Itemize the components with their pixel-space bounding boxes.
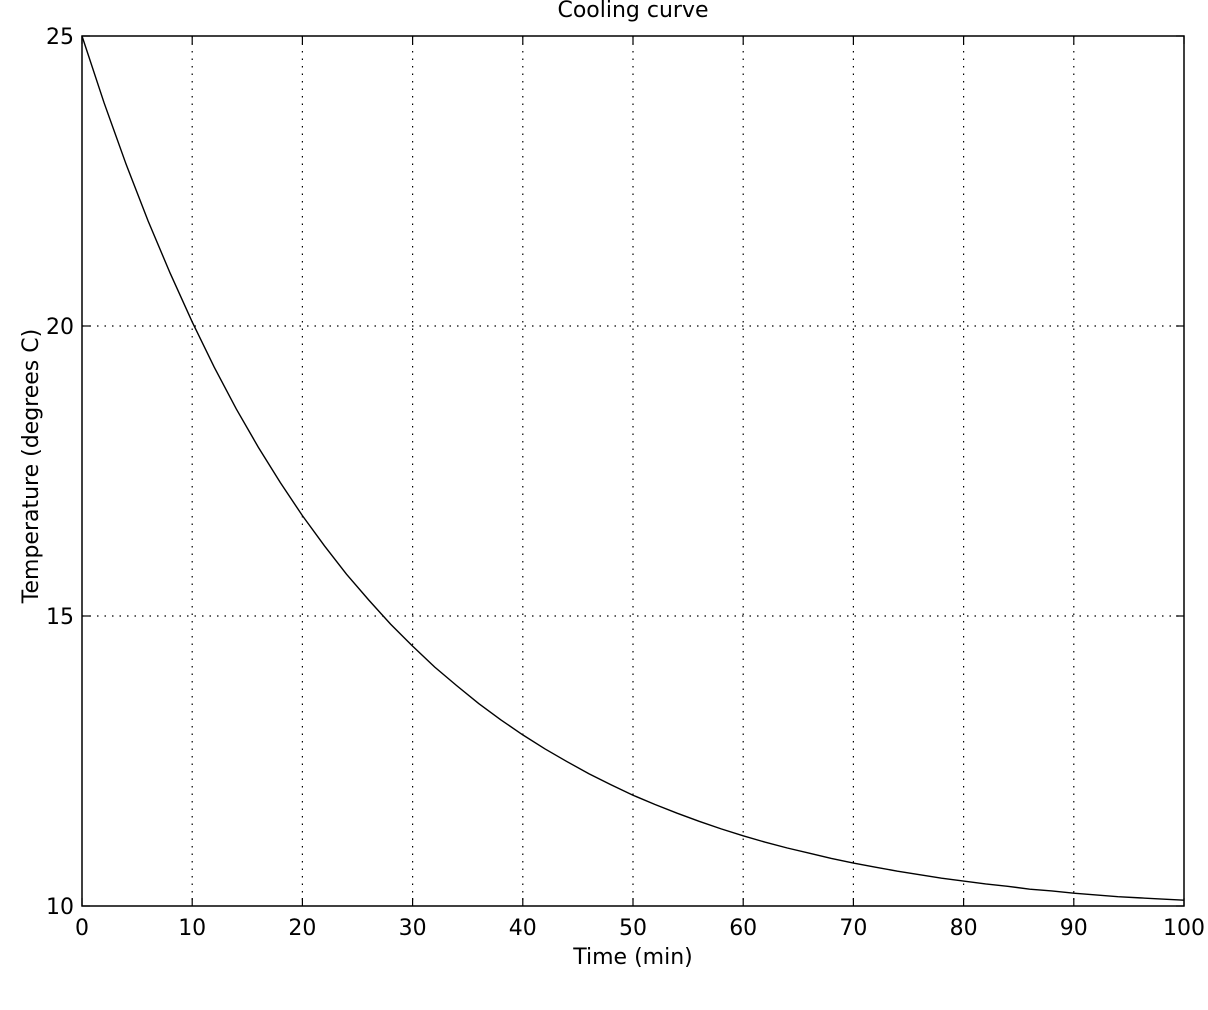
y-tick-label: 20 [46, 315, 74, 340]
x-tick-label: 30 [399, 916, 427, 941]
x-tick-label: 0 [75, 916, 89, 941]
y-tick-label: 15 [46, 605, 74, 630]
x-tick-label: 70 [839, 916, 867, 941]
y-axis-title: Temperature (degrees C) [19, 329, 44, 604]
ticks [81, 35, 1185, 907]
grid [82, 36, 1184, 906]
x-tick-label: 40 [509, 916, 537, 941]
x-tick-label: 60 [729, 916, 757, 941]
chart-title: Cooling curve [557, 0, 708, 23]
y-tick-label: 25 [46, 25, 74, 50]
x-tick-label: 80 [950, 916, 978, 941]
x-tick-label: 50 [619, 916, 647, 941]
x-tick-label: 100 [1163, 916, 1205, 941]
x-tick-label: 90 [1060, 916, 1088, 941]
x-tick-label: 10 [178, 916, 206, 941]
series-line-cooling [81, 35, 1185, 901]
x-tick-label: 20 [288, 916, 316, 941]
y-tick-label: 10 [46, 895, 74, 920]
x-axis-title: Time (min) [572, 945, 693, 970]
